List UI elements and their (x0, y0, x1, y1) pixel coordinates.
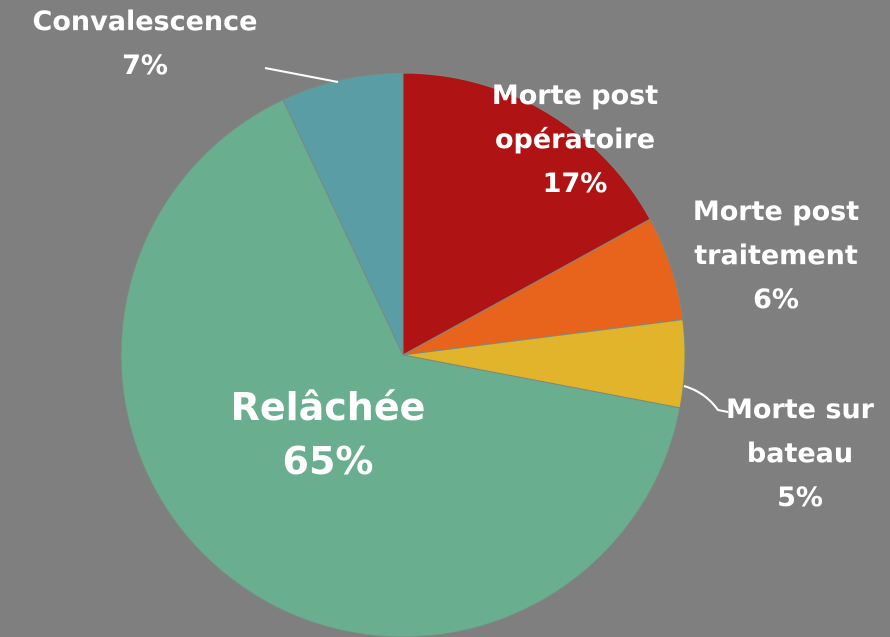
category-label: Morte post traitement (692, 196, 860, 271)
slice-label: Morte post opératoire 17% (475, 74, 675, 206)
category-label: Relâchée (230, 385, 426, 429)
value-label: 65% (282, 439, 374, 483)
value-label: 7% (122, 50, 168, 81)
pie-slice (402, 72, 651, 356)
pie-slice (120, 99, 681, 637)
slice-label: Morte sur bateau 5% (715, 388, 885, 520)
value-label: 6% (753, 284, 799, 315)
category-label: Convalescence (32, 6, 258, 37)
slice-label: Relâchée 65% (198, 380, 458, 488)
slice-label: Morte post traitement 6% (681, 190, 871, 322)
pie-slice (282, 72, 404, 356)
leader-line (683, 385, 729, 413)
slice-label: Convalescence 7% (0, 0, 295, 88)
value-label: 17% (542, 168, 608, 199)
value-label: 5% (777, 482, 823, 513)
category-label: Morte sur bateau (726, 394, 874, 469)
category-label: Morte post opératoire (491, 80, 659, 155)
leader-line (264, 67, 339, 83)
